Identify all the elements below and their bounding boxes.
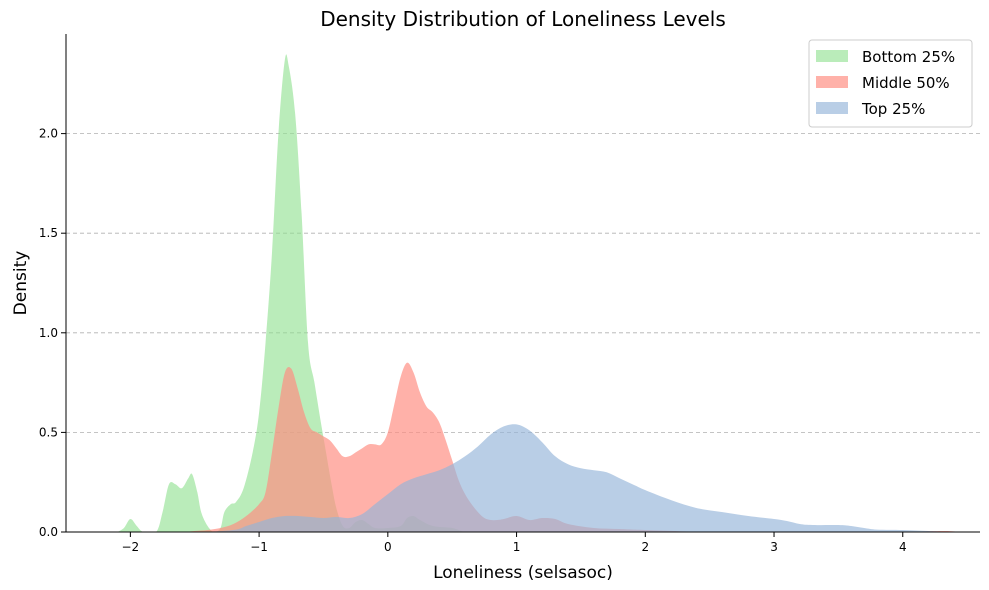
y-axis-label: Density [11, 251, 31, 316]
density-area-top-25 [130, 424, 955, 532]
density-areas [117, 54, 961, 532]
legend-swatch-middle-50 [816, 76, 848, 88]
legend-swatch-bottom-25 [816, 50, 848, 62]
y-tick-label-4: 2.0 [39, 127, 58, 141]
x-axis-ticks: −2 −1 0 1 2 3 4 [122, 532, 907, 554]
x-tick-label-5: 3 [770, 540, 778, 554]
y-tick-label-2: 1.0 [39, 326, 58, 340]
grid-lines [66, 133, 980, 433]
y-tick-label-0: 0.0 [39, 525, 58, 539]
x-tick-label-0: −2 [122, 540, 140, 554]
x-tick-label-6: 4 [899, 540, 907, 554]
x-tick-label-2: 0 [384, 540, 392, 554]
legend-box [808, 39, 973, 128]
legend-label-bottom-25: Bottom 25% [862, 48, 955, 66]
legend-label-top-25: Top 25% [861, 100, 925, 118]
y-tick-label-1: 0.5 [39, 425, 58, 439]
density-area-bottom-25 [117, 54, 478, 532]
x-axis-label: Loneliness (selsasoc) [433, 563, 613, 583]
chart-title: Density Distribution of Loneliness Level… [320, 7, 726, 31]
legend-label-middle-50: Middle 50% [862, 74, 950, 92]
x-tick-label-3: 1 [513, 540, 521, 554]
legend-swatch-top-25 [816, 102, 848, 114]
y-axis-ticks: 0.0 0.5 1.0 1.5 2.0 [39, 127, 66, 539]
density-area-middle-50 [130, 362, 961, 532]
legend: Bottom 25% Middle 50% Top 25% [808, 39, 973, 128]
y-tick-label-3: 1.5 [39, 226, 58, 240]
x-tick-label-1: −1 [250, 540, 268, 554]
x-tick-label-4: 2 [641, 540, 649, 554]
